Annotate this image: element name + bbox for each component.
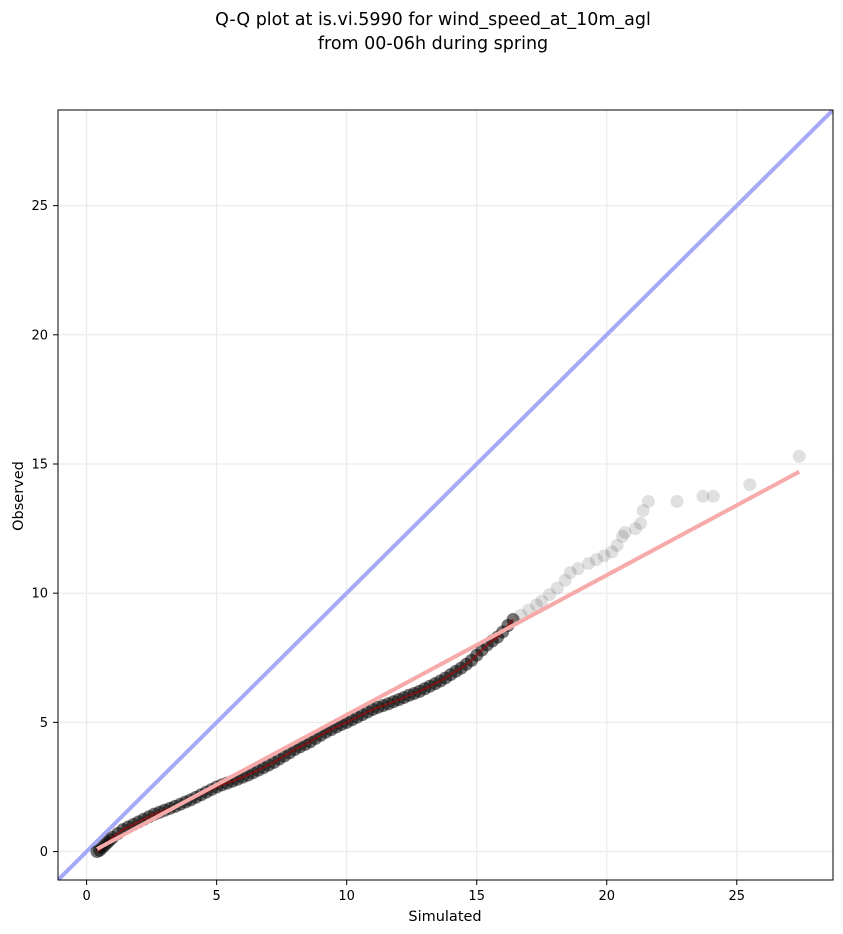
- plot-area: [58, 110, 833, 880]
- chart-title-line1: Q-Q plot at is.vi.5990 for wind_speed_at…: [215, 10, 651, 30]
- data-point: [641, 494, 655, 508]
- y-axis-ticks: 0 5 10 15 20 25: [31, 199, 58, 860]
- data-point: [696, 489, 710, 503]
- x-tick-label: 5: [213, 889, 221, 904]
- data-point: [636, 504, 650, 518]
- data-point: [605, 545, 619, 559]
- data-point: [610, 538, 624, 552]
- data-point: [530, 598, 544, 612]
- y-tick-label: 10: [31, 587, 48, 602]
- data-point: [571, 562, 585, 576]
- y-tick-label: 5: [40, 716, 48, 731]
- data-point: [618, 525, 632, 539]
- y-tick-label: 25: [31, 199, 48, 214]
- y-tick-label: 0: [40, 845, 48, 860]
- data-point: [582, 556, 596, 570]
- data-point: [670, 494, 684, 508]
- data-point: [615, 529, 629, 543]
- data-point: [743, 478, 757, 492]
- data-point: [535, 594, 549, 608]
- chart-title-line2: from 00-06h during spring: [318, 34, 548, 54]
- x-tick-label: 20: [598, 889, 615, 904]
- x-tick-label: 0: [82, 889, 90, 904]
- data-point: [563, 566, 577, 580]
- data-point: [558, 573, 572, 587]
- identity-line: [58, 110, 833, 880]
- data-point: [589, 553, 603, 567]
- x-tick-label: 25: [729, 889, 746, 904]
- y-tick-label: 20: [31, 328, 48, 343]
- data-point: [597, 549, 611, 563]
- data-point: [543, 587, 557, 601]
- grid: [58, 110, 833, 880]
- x-axis-label: Simulated: [408, 909, 481, 925]
- x-tick-label: 15: [468, 889, 485, 904]
- y-axis-label: Observed: [11, 461, 27, 531]
- x-axis-ticks: 0 5 10 15 20 25: [82, 880, 745, 904]
- dense-trend-line: [96, 618, 514, 853]
- y-tick-label: 15: [31, 457, 48, 472]
- plot-frame: [57, 109, 834, 881]
- data-point: [634, 516, 648, 530]
- x-tick-label: 10: [338, 889, 355, 904]
- data-point: [792, 449, 806, 463]
- data-point: [628, 522, 642, 536]
- fit-line: [96, 469, 801, 851]
- data-point: [706, 489, 720, 503]
- data-point: [550, 581, 564, 595]
